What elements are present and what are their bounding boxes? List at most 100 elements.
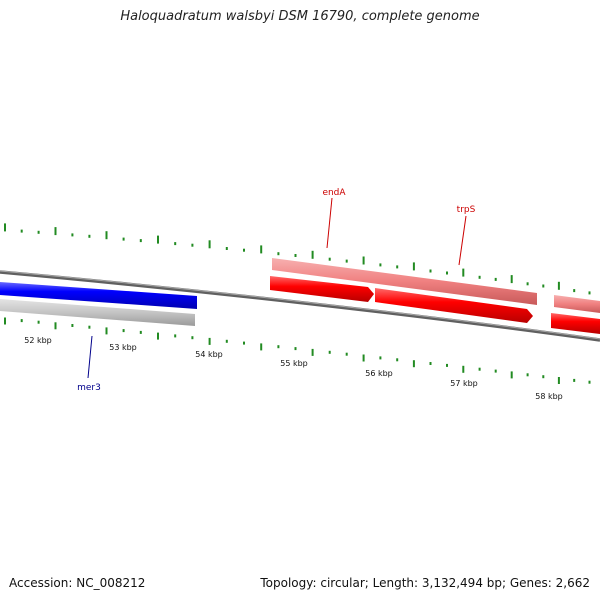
gc-skew-mark — [396, 265, 399, 269]
gc-skew-mark — [20, 319, 23, 323]
gc-skew-mark — [429, 269, 432, 273]
leader-line-mer3 — [87, 335, 93, 379]
gc-skew-lower-track — [4, 317, 591, 384]
forward-gene-arrow-next — [551, 313, 600, 334]
gc-skew-mark — [88, 234, 91, 238]
gc-skew-mark — [311, 250, 314, 259]
gc-skew-mark — [542, 375, 545, 379]
gc-skew-mark — [379, 356, 382, 360]
gc-skew-mark — [71, 233, 74, 237]
gc-skew-mark — [294, 254, 297, 257]
forward-cds-bar-1 — [272, 258, 537, 305]
gc-skew-mark — [243, 248, 245, 252]
tick-label-52kbp: 52 kbp — [24, 336, 52, 345]
gc-skew-mark — [260, 245, 263, 254]
leader-line-trpS — [458, 215, 467, 266]
gc-skew-mark — [588, 380, 591, 384]
gc-skew-mark — [478, 275, 481, 279]
gc-skew-mark — [526, 282, 529, 286]
gc-skew-mark — [277, 345, 280, 349]
gc-skew-mark — [446, 271, 448, 275]
tick-label-56kbp: 56 kbp — [365, 369, 393, 378]
genome-summary-text: Topology: circular; Length: 3,132,494 bp… — [260, 576, 590, 590]
gc-skew-mark — [573, 378, 576, 382]
gc-skew-mark — [345, 352, 348, 356]
genome-backbone — [0, 270, 600, 342]
gene-label-endA: endA — [322, 188, 346, 198]
gc-skew-mark — [588, 291, 591, 295]
gc-skew-mark — [191, 336, 194, 340]
gc-skew-mark — [510, 371, 513, 379]
gc-skew-mark — [122, 237, 125, 241]
accession-text: Accession: NC_008212 — [9, 576, 146, 590]
gc-skew-mark — [139, 239, 142, 243]
gc-skew-mark — [412, 360, 415, 368]
reverse-gene-bar-mer3 — [0, 282, 197, 309]
gc-skew-mark — [225, 247, 228, 250]
gc-skew-mark — [157, 235, 159, 244]
tick-label-55kbp: 55 kbp — [280, 359, 308, 368]
gc-skew-mark — [294, 347, 297, 351]
gc-skew-mark — [4, 317, 6, 325]
gc-skew-mark — [362, 354, 365, 362]
gc-skew-mark — [446, 363, 448, 367]
gc-skew-mark — [54, 227, 57, 236]
gc-skew-mark — [88, 325, 91, 329]
gc-skew-mark — [379, 263, 382, 267]
gc-skew-mark — [157, 332, 159, 340]
gc-skew-mark — [396, 358, 399, 362]
gc-skew-mark — [478, 367, 481, 371]
forward-cds-bar-2 — [554, 295, 600, 313]
gc-skew-mark — [557, 281, 560, 290]
gc-skew-mark — [462, 365, 465, 373]
gc-skew-mark — [139, 330, 142, 334]
gc-skew-mark — [494, 277, 497, 281]
gc-skew-mark — [526, 373, 529, 377]
gc-skew-mark — [37, 320, 40, 324]
tick-label-54kbp: 54 kbp — [195, 350, 223, 359]
gc-skew-mark — [260, 343, 263, 351]
gc-skew-mark — [362, 256, 365, 265]
map-title: Haloquadratum walsbyi DSM 16790, complet… — [120, 9, 480, 24]
tick-label-53kbp: 53 kbp — [109, 343, 137, 352]
gc-skew-mark — [208, 337, 211, 345]
gc-skew-mark — [208, 240, 211, 249]
genome-backbone-highlight — [0, 270, 600, 340]
gc-skew-upper-track — [4, 223, 591, 295]
gc-skew-mark — [328, 350, 331, 354]
tick-label-57kbp: 57 kbp — [450, 379, 478, 388]
reverse-cds-bar — [0, 299, 195, 326]
gc-skew-mark — [122, 329, 125, 333]
gc-skew-mark — [174, 242, 177, 246]
gc-skew-mark — [105, 231, 108, 240]
gc-skew-mark — [225, 339, 228, 343]
gc-skew-mark — [557, 377, 560, 384]
gc-skew-mark — [462, 268, 465, 277]
gc-skew-mark — [311, 348, 314, 356]
gc-skew-mark — [429, 362, 432, 365]
gc-skew-mark — [20, 229, 23, 233]
leader-line-endA — [326, 197, 333, 249]
gc-skew-mark — [542, 284, 545, 288]
gc-skew-mark — [105, 327, 108, 335]
gc-skew-mark — [71, 324, 74, 327]
gc-skew-mark — [345, 259, 348, 263]
gc-skew-mark — [412, 262, 415, 271]
gc-skew-mark — [37, 230, 40, 234]
gc-skew-mark — [191, 243, 194, 247]
gene-label-trpS: trpS — [457, 205, 476, 215]
gc-skew-mark — [243, 341, 245, 345]
gene-label-mer3: mer3 — [77, 383, 101, 393]
gc-skew-mark — [328, 257, 331, 261]
gc-skew-mark — [573, 289, 576, 293]
gc-skew-mark — [510, 275, 513, 284]
gc-skew-mark — [494, 369, 497, 373]
gc-skew-mark — [54, 322, 57, 330]
tick-label-58kbp: 58 kbp — [535, 392, 563, 401]
forward-gene-arrow-trpS — [375, 288, 533, 323]
gc-skew-mark — [174, 334, 177, 338]
gc-skew-mark — [4, 223, 6, 232]
gc-skew-mark — [277, 252, 280, 256]
forward-gene-arrow-endA — [270, 276, 374, 302]
